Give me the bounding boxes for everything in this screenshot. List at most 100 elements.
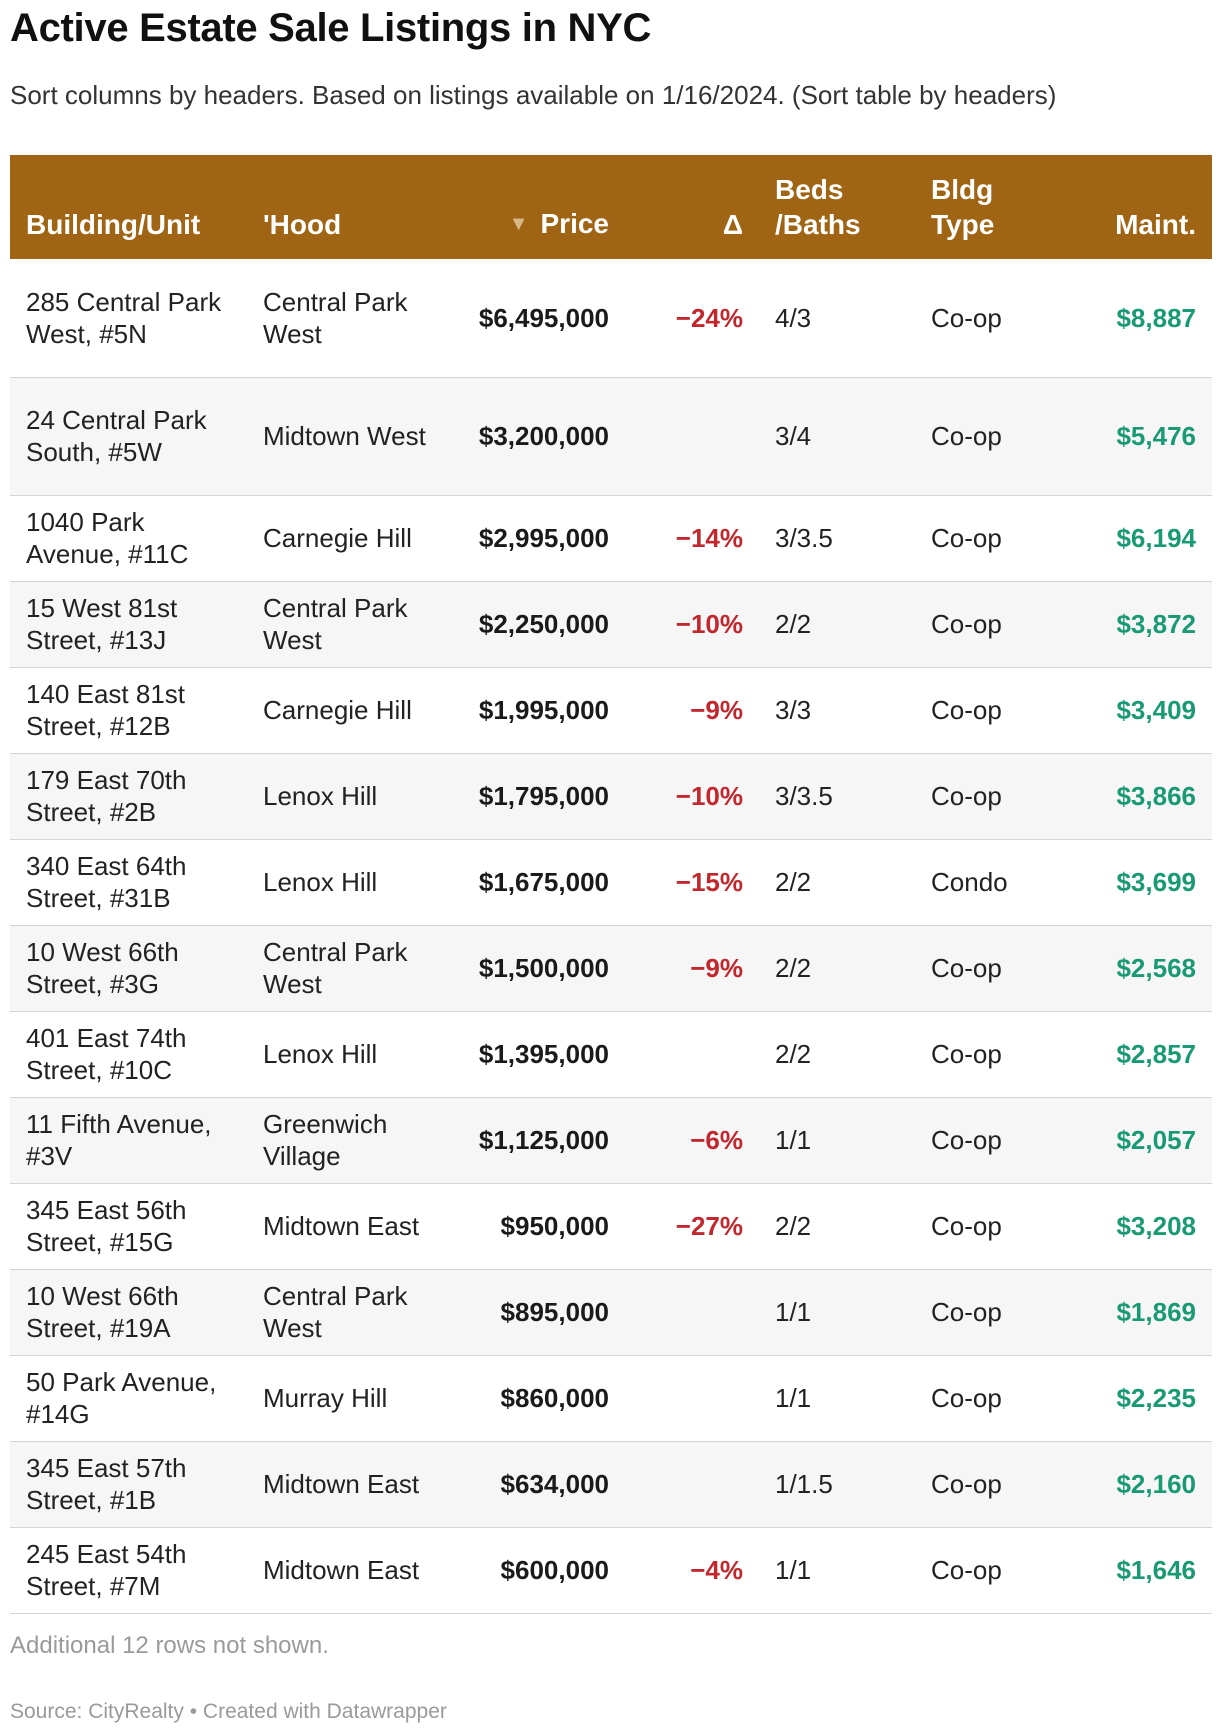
delta-cell: −27%	[675, 1211, 743, 1241]
delta-cell	[625, 1011, 759, 1097]
maint-cell: $3,866	[1116, 781, 1196, 811]
bldg-type-cell: Co-op	[931, 695, 1002, 725]
column-header-maint-label: Maint.	[1115, 209, 1196, 240]
bldg-type-cell: Co-op	[931, 1469, 1002, 1499]
delta-cell: −15%	[675, 867, 743, 897]
hood-cell: Carnegie Hill	[263, 523, 412, 553]
maint-cell: $1,869	[1116, 1297, 1196, 1327]
building-cell: 340 East 64th Street, #31B	[26, 851, 187, 913]
bldg-type-cell: Co-op	[931, 1211, 1002, 1241]
table-row: 340 East 64th Street, #31B Lenox Hill $1,6…	[10, 839, 1212, 925]
table-row: 345 East 56th Street, #15G Midtown East $9…	[10, 1183, 1212, 1269]
maint-cell: $3,699	[1116, 867, 1196, 897]
chart-subtitle: Sort columns by headers. Based on listin…	[10, 80, 1057, 110]
chart-title: Active Estate Sale Listings in NYC	[10, 6, 652, 50]
hood-cell: Central Park West	[263, 593, 408, 655]
price-cell: $3,200,000	[478, 421, 609, 451]
table-row: 15 West 81st Street, #13J Central Park We…	[10, 581, 1212, 667]
beds-baths-cell: 2/2	[775, 1211, 812, 1241]
maint-cell: $1,646	[1116, 1555, 1196, 1585]
column-header-bldg-type[interactable]: Bldg Type	[915, 155, 1047, 259]
beds-baths-cell: 1/1	[775, 1555, 812, 1585]
column-header-hood[interactable]: 'Hood	[247, 155, 443, 259]
building-cell: 140 East 81st Street, #12B	[26, 679, 185, 741]
hood-cell: Central Park West	[263, 286, 408, 349]
delta-cell: −6%	[690, 1125, 743, 1155]
price-cell: $6,495,000	[478, 302, 609, 333]
beds-baths-cell: 1/1	[775, 1297, 812, 1327]
maint-cell: $6,194	[1116, 523, 1196, 553]
bldg-type-cell: Co-op	[931, 781, 1002, 811]
delta-cell: −9%	[690, 953, 743, 983]
table-row: 24 Central Park South, #5W Midtown West $3…	[10, 377, 1212, 495]
bldg-type-cell: Co-op	[931, 1297, 1002, 1327]
building-cell: 11 Fifth Avenue, #3V	[26, 1109, 212, 1171]
delta-cell	[625, 1355, 759, 1441]
maint-cell: $2,568	[1116, 953, 1196, 983]
bldg-type-cell: Co-op	[931, 1039, 1002, 1069]
table-row: 401 East 74th Street, #10C Lenox Hill $1,3…	[10, 1011, 1212, 1097]
hood-cell: Greenwich Village	[263, 1109, 388, 1171]
table-row: 50 Park Avenue, #14G Murray Hill $860,000 1…	[10, 1355, 1212, 1441]
bldg-type-cell: Co-op	[931, 609, 1002, 639]
maint-cell: $2,160	[1116, 1469, 1196, 1499]
maint-cell: $3,208	[1116, 1211, 1196, 1241]
delta-cell: −10%	[675, 609, 743, 639]
table-body: 285 Central Park West, #5N Central Park W…	[10, 259, 1212, 1613]
building-cell: 24 Central Park South, #5W	[26, 405, 207, 467]
bldg-type-cell: Co-op	[931, 953, 1002, 983]
maint-cell: $8,887	[1116, 302, 1196, 333]
hood-cell: Lenox Hill	[263, 781, 378, 811]
table-row: 179 East 70th Street, #2B Lenox Hill $1,79…	[10, 753, 1212, 839]
building-cell: 15 West 81st Street, #13J	[26, 593, 178, 655]
price-cell: $1,125,000	[478, 1125, 609, 1155]
price-cell: $950,000	[500, 1211, 609, 1241]
price-cell: $2,995,000	[478, 523, 609, 553]
column-header-maint[interactable]: Maint.	[1047, 155, 1212, 259]
beds-baths-cell: 2/2	[775, 867, 812, 897]
price-cell: $860,000	[500, 1383, 609, 1413]
beds-baths-cell: 3/3.5	[775, 523, 833, 553]
beds-baths-cell: 3/3	[775, 695, 812, 725]
bldg-type-cell: Co-op	[931, 523, 1002, 553]
hood-cell: Central Park West	[263, 937, 408, 999]
beds-baths-cell: 4/3	[775, 302, 812, 333]
hood-cell: Midtown East	[263, 1469, 420, 1499]
bldg-type-cell: Co-op	[931, 302, 1002, 333]
table-row: 140 East 81st Street, #12B Carnegie Hill $…	[10, 667, 1212, 753]
table-row: 345 East 57th Street, #1B Midtown East $63…	[10, 1441, 1212, 1527]
beds-baths-cell: 2/2	[775, 1039, 812, 1069]
building-cell: 401 East 74th Street, #10C	[26, 1023, 187, 1085]
beds-baths-cell: 2/2	[775, 953, 812, 983]
column-header-price-label: Price	[540, 208, 610, 239]
price-cell: $1,995,000	[478, 695, 609, 725]
building-cell: 10 West 66th Street, #3G	[26, 937, 179, 999]
bldg-type-cell: Co-op	[931, 1383, 1002, 1413]
beds-baths-cell: 3/4	[775, 421, 812, 451]
delta-cell: −14%	[675, 523, 743, 553]
bldg-type-cell: Condo	[931, 867, 1008, 897]
table-row: 245 East 54th Street, #7M Midtown East $60…	[10, 1527, 1212, 1613]
column-header-beds-baths[interactable]: Beds /Baths	[759, 155, 915, 259]
hood-cell: Carnegie Hill	[263, 695, 412, 725]
building-cell: 10 West 66th Street, #19A	[26, 1281, 179, 1343]
delta-cell: −4%	[690, 1555, 743, 1585]
beds-baths-cell: 1/1.5	[775, 1469, 833, 1499]
building-cell: 245 East 54th Street, #7M	[26, 1539, 187, 1601]
building-cell: 50 Park Avenue, #14G	[26, 1367, 217, 1429]
price-cell: $1,395,000	[478, 1039, 609, 1069]
column-header-building[interactable]: Building/Unit	[10, 155, 247, 259]
rows-not-shown-note: Additional 12 rows not shown.	[10, 1632, 329, 1659]
column-header-price[interactable]: ▼ Price	[443, 155, 625, 259]
delta-cell	[625, 377, 759, 495]
column-header-delta[interactable]: Δ	[625, 155, 759, 259]
maint-cell: $2,857	[1116, 1039, 1196, 1069]
maint-cell: $2,057	[1116, 1125, 1196, 1155]
hood-cell: Lenox Hill	[263, 867, 378, 897]
column-header-delta-label: Δ	[722, 209, 743, 240]
beds-baths-cell: 2/2	[775, 609, 812, 639]
building-cell: 345 East 56th Street, #15G	[26, 1195, 187, 1257]
source-credit: Source: CityRealty • Created with Datawr…	[10, 1700, 447, 1723]
building-cell: 179 East 70th Street, #2B	[26, 765, 187, 827]
